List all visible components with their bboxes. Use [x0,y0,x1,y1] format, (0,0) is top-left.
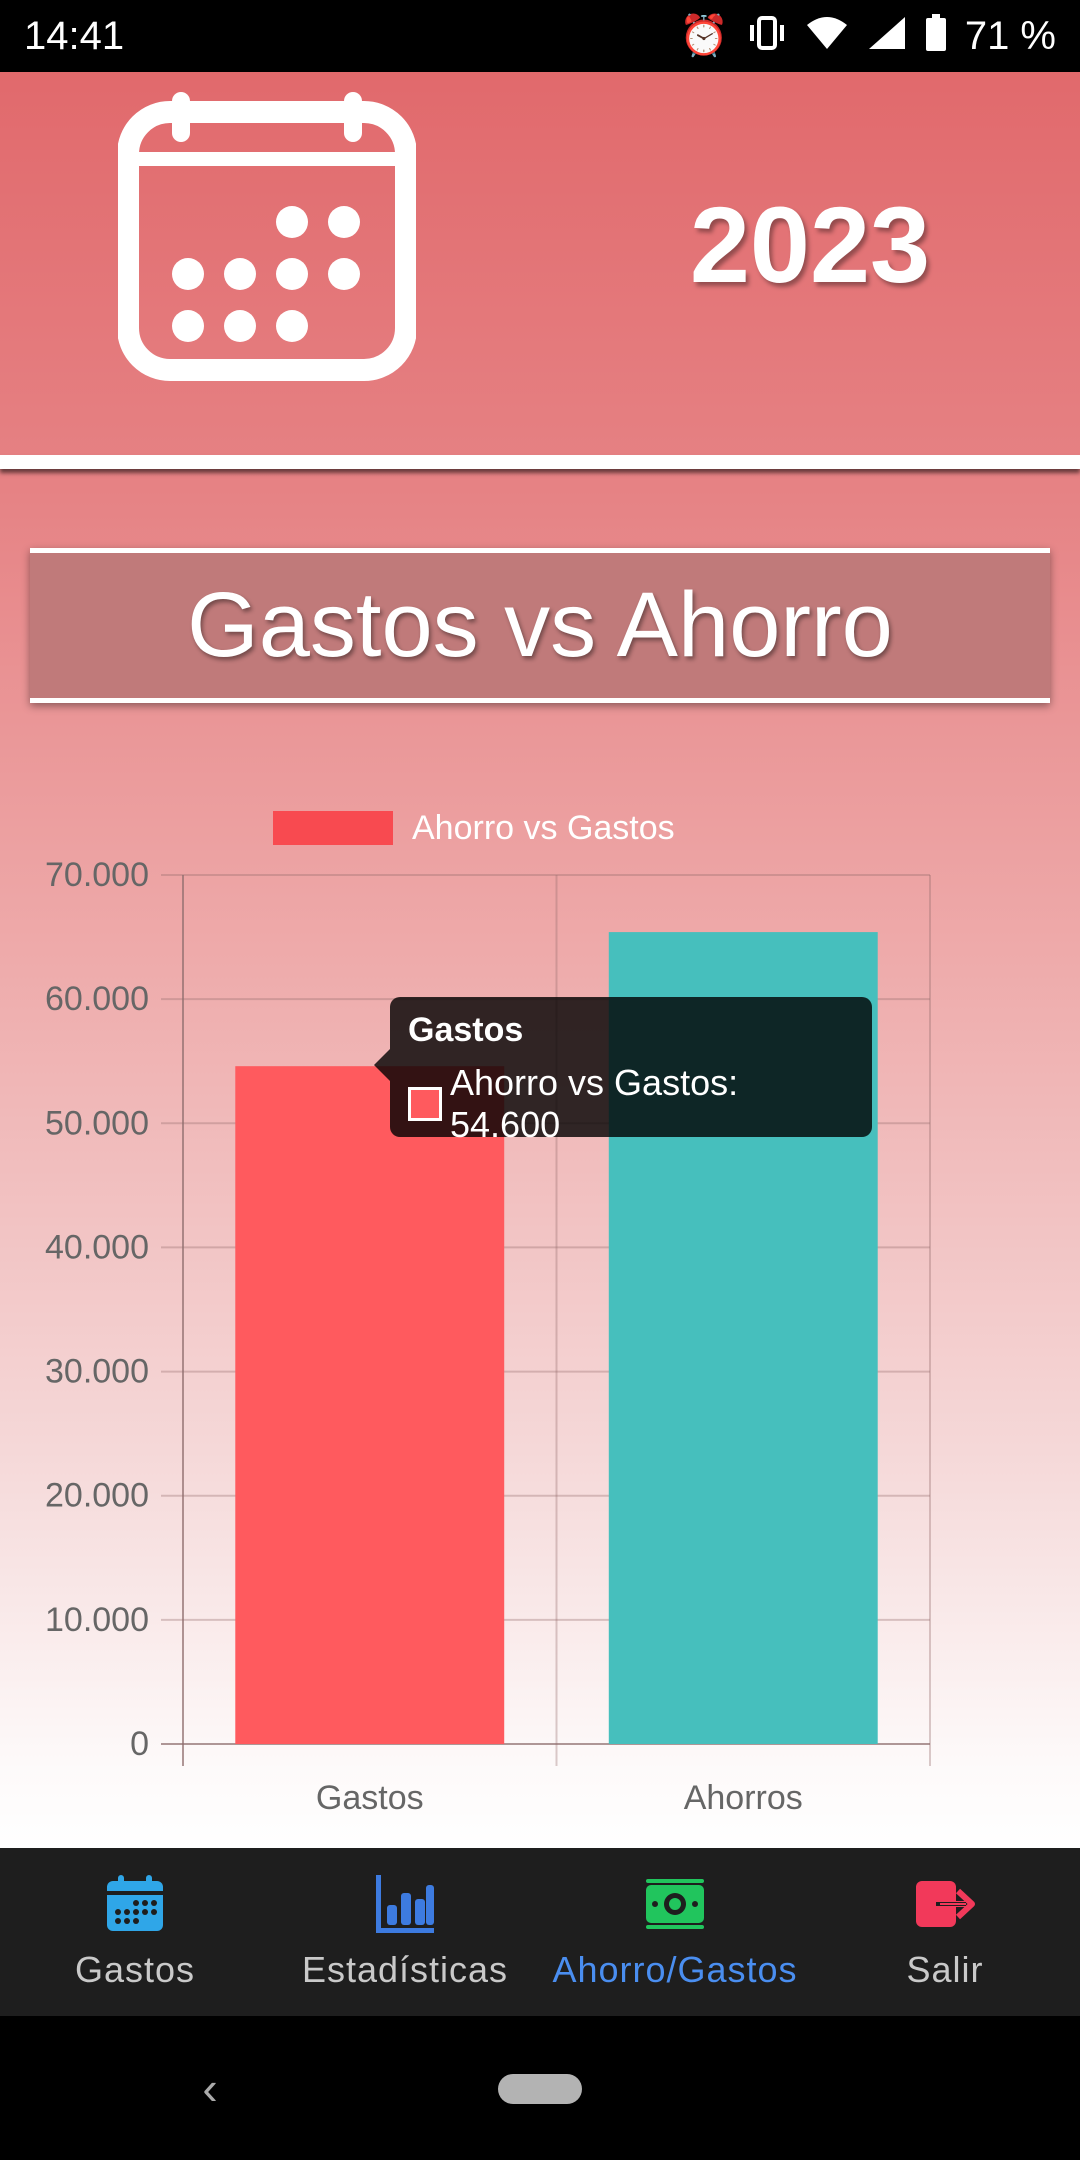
nav-label-ahorro-gastos: Ahorro/Gastos [552,1949,798,1990]
nav-item-salir[interactable]: Salir [810,1848,1080,2016]
legend-swatch [273,811,393,845]
header-divider [0,455,1080,469]
y-tick-label: 50.000 [45,1104,149,1142]
calendar-icon [118,92,416,381]
title-banner: Gastos vs Ahorro [30,548,1050,703]
nav-item-estadisticas[interactable]: Estadísticas [270,1848,540,2016]
nav-item-ahorro-gastos[interactable]: Ahorro/Gastos [540,1848,810,2016]
page-title: Gastos vs Ahorro [187,574,893,676]
y-tick-label: 20.000 [45,1477,149,1515]
wifi-icon [805,15,849,58]
bar-gastos [235,1066,505,1744]
legend-label: Ahorro vs Gastos [412,809,675,847]
tooltip-label: Ahorro vs Gastos: 54.600 [450,1062,739,1145]
chart-canvas: Ahorro vs Gastos 0 10.000 20.000 30.000 40.00… [45,809,931,1817]
x-tick-label: Ahorros [684,1779,803,1817]
home-button[interactable] [498,2074,582,2104]
system-navigation-bar: ‹ [0,2016,1080,2160]
y-tick-label: 70.000 [45,856,149,894]
battery-icon [925,13,947,59]
status-time: 14:41 [24,13,125,58]
tooltip-color-swatch [408,1087,442,1121]
back-button[interactable]: ‹ [202,2062,218,2114]
year-label: 2023 [689,184,931,305]
tooltip-title: Gastos [408,1011,524,1049]
nav-label-estadisticas: Estadísticas [301,1949,509,1990]
tooltip-row: Ahorro vs Gastos: 54.600 [408,1062,854,1146]
money-icon [646,1879,704,1929]
chart-tooltip: Gastos Ahorro vs Gastos: 54.600 [374,997,872,1145]
bar-chart[interactable]: Ahorro vs Gastos 0 10.000 20.000 30.000 40.00… [0,780,1080,1820]
logout-icon [916,1881,975,1927]
y-tick-label: 30.000 [45,1353,149,1391]
year-header: 2023 [0,72,1080,457]
nav-item-gastos[interactable]: Gastos [0,1848,270,2016]
nav-label-gastos: Gastos [74,1949,196,1990]
status-bar: 14:41 ⏰ 71 % [0,0,1080,72]
bottom-navigation: Gastos Estadísticas Aho [0,1848,1080,2016]
nav-label-salir: Salir [906,1949,984,1990]
battery-percentage: 71 % [964,13,1056,58]
y-tick-label: 10.000 [45,1601,149,1639]
bar-chart-icon [376,1875,434,1933]
vibrate-icon [747,15,787,58]
calendar-icon [107,1875,163,1931]
y-tick-label: 0 [130,1725,149,1763]
y-tick-label: 40.000 [45,1228,149,1266]
x-tick-label: Gastos [316,1779,424,1817]
signal-icon [867,15,907,58]
status-icons: ⏰ 71 % [679,13,1056,59]
y-tick-label: 60.000 [45,980,149,1018]
alarm-icon: ⏰ [679,14,729,58]
